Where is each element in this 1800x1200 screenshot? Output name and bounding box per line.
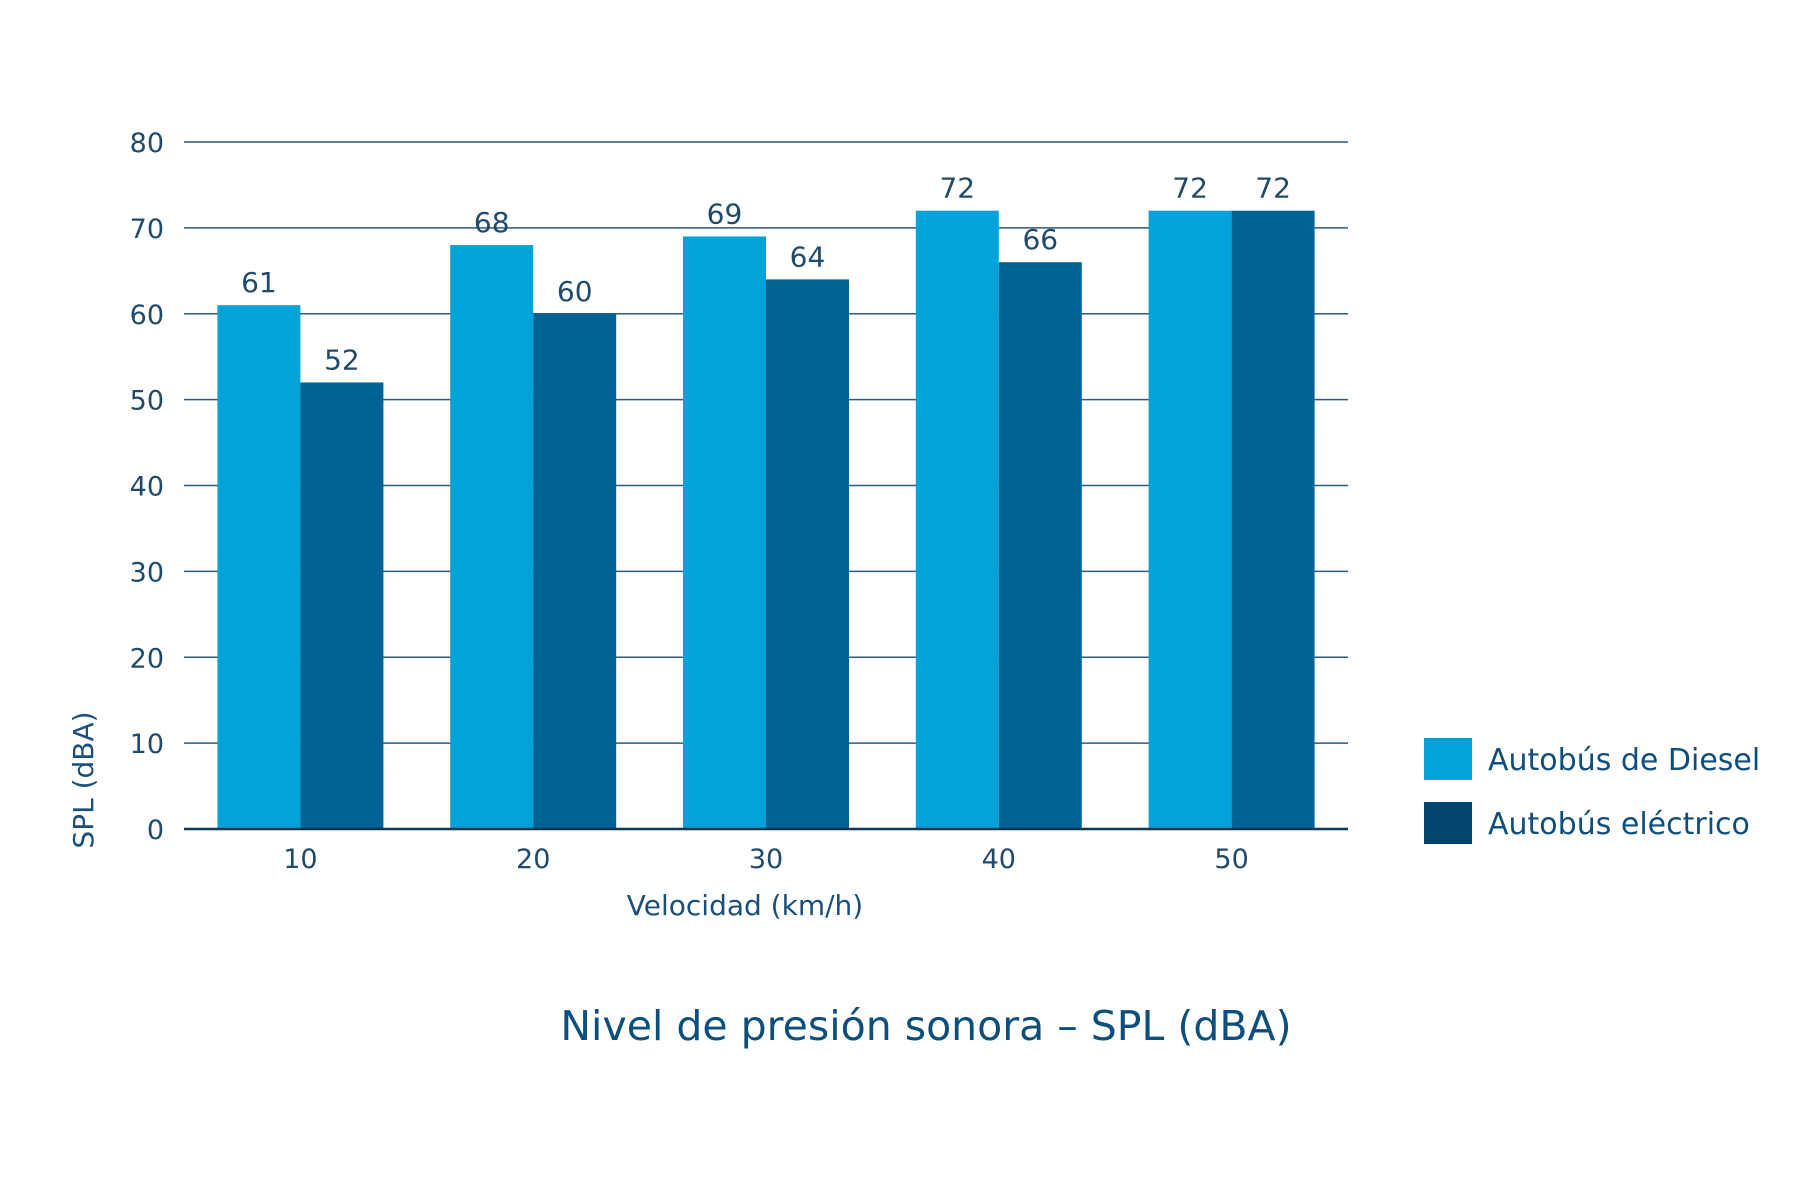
data-label: 72: [1172, 172, 1208, 205]
bar-electric-50: [1231, 210, 1315, 829]
y-tick-label: 40: [130, 472, 164, 503]
data-label: 72: [1255, 172, 1291, 205]
data-label: 68: [474, 206, 510, 239]
y-tick-label: 0: [147, 815, 164, 846]
data-label: 60: [557, 275, 593, 308]
legend-swatch-diesel: [1424, 738, 1472, 780]
chart-title: Nivel de presión sonora – SPL (dBA): [560, 1002, 1291, 1050]
x-axis-title: Velocidad (km/h): [627, 889, 863, 922]
legend: Autobús de Diesel Autobús eléctrico: [1424, 738, 1760, 844]
y-tick-label: 50: [130, 386, 164, 417]
bar-electric-40: [998, 262, 1082, 830]
y-tick-label: 70: [130, 214, 164, 245]
y-axis-title: SPL (dBA): [67, 711, 100, 848]
y-tick-label: 60: [130, 300, 164, 331]
data-label: 66: [1022, 223, 1058, 256]
y-tick-label: 30: [130, 557, 164, 588]
bars: [217, 210, 1315, 830]
legend-label-diesel: Autobús de Diesel: [1488, 743, 1760, 778]
x-tick-label: 10: [283, 844, 317, 875]
data-label: 72: [939, 172, 975, 205]
bar-diesel-20: [450, 245, 534, 830]
data-label: 52: [324, 343, 360, 376]
y-tick-label: 20: [130, 643, 164, 674]
x-tick-label: 20: [516, 844, 550, 875]
bar-electric-30: [766, 279, 849, 829]
data-label: 64: [790, 240, 826, 273]
y-tick-label: 80: [130, 128, 164, 159]
bar-diesel-10: [217, 305, 301, 830]
bar-diesel-40: [915, 210, 999, 829]
bar-electric-10: [300, 382, 384, 829]
data-label: 61: [241, 266, 277, 299]
bar-diesel-50: [1148, 210, 1232, 829]
x-tick-label: 30: [749, 844, 783, 875]
bar-diesel-30: [683, 236, 766, 829]
data-labels: 61 52 68 60 69 64 72 66 72 72: [241, 172, 1291, 377]
bar-electric-20: [533, 313, 617, 829]
data-label: 69: [707, 197, 743, 230]
x-tick-label: 40: [982, 844, 1016, 875]
legend-swatch-electric: [1424, 802, 1472, 844]
x-tick-label: 50: [1214, 844, 1248, 875]
x-axis-ticks: 10 20 30 40 50: [283, 844, 1249, 875]
y-axis-ticks: 0 10 20 30 40 50 60 70 80: [130, 128, 164, 846]
legend-label-electric: Autobús eléctrico: [1488, 807, 1750, 842]
y-tick-label: 10: [130, 729, 164, 760]
